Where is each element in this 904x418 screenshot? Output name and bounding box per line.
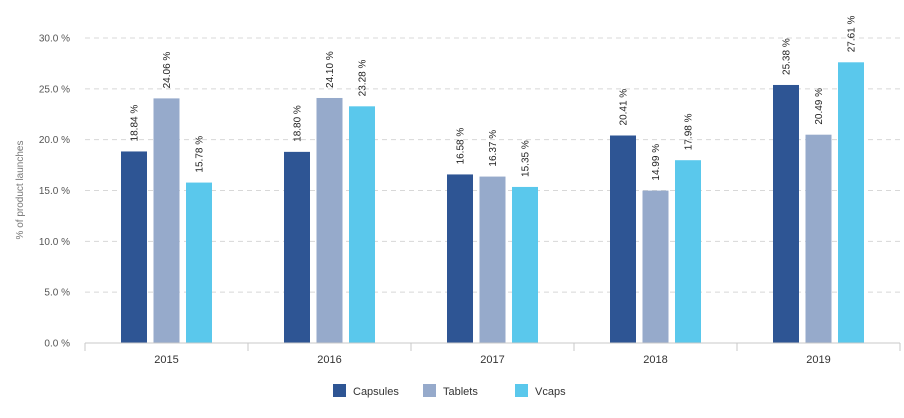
data-label: 16.37 % bbox=[488, 130, 499, 167]
bar-vcaps-2017[interactable] bbox=[512, 186, 538, 343]
bar-capsules-2015[interactable] bbox=[121, 151, 147, 343]
legend-swatch bbox=[423, 384, 436, 397]
bar-tablets-2016[interactable] bbox=[316, 97, 343, 343]
bar-capsules-2019[interactable] bbox=[773, 84, 799, 343]
x-category-label: 2018 bbox=[643, 354, 667, 366]
x-category-label: 2017 bbox=[480, 354, 504, 366]
data-label: 24.10 % bbox=[325, 51, 336, 88]
data-label: 25.38 % bbox=[782, 38, 793, 75]
bar-capsules-2016[interactable] bbox=[284, 151, 310, 343]
data-label: 18.80 % bbox=[293, 105, 304, 142]
bar-vcaps-2019[interactable] bbox=[838, 62, 864, 343]
legend-item-capsules[interactable]: Capsules bbox=[333, 384, 399, 398]
legend-label: Vcaps bbox=[535, 386, 566, 398]
bars bbox=[121, 62, 864, 343]
bar-tablets-2015[interactable] bbox=[153, 98, 180, 343]
bar-tablets-2019[interactable] bbox=[805, 134, 832, 343]
y-axis: 0.0 % 5.0 % 10.0 % 15.0 % 20.0 % 25.0 % 30.0 % bbox=[39, 34, 70, 350]
bar-capsules-2017[interactable] bbox=[447, 174, 473, 343]
data-label: 16.58 % bbox=[456, 128, 467, 165]
data-label: 27.61 % bbox=[847, 15, 858, 52]
y-tick-label: 5.0 % bbox=[44, 288, 70, 299]
bar-capsules-2018[interactable] bbox=[610, 135, 636, 343]
x-axis: 2015 2016 2017 2018 2019 bbox=[84, 342, 901, 366]
legend-item-vcaps[interactable]: Vcaps bbox=[515, 384, 566, 398]
data-label: 15.78 % bbox=[195, 136, 206, 173]
y-tick-label: 25.0 % bbox=[39, 84, 70, 95]
x-category-label: 2019 bbox=[806, 354, 830, 366]
y-tick-label: 0.0 % bbox=[44, 339, 70, 350]
bar-tablets-2017[interactable] bbox=[479, 176, 506, 343]
data-label: 20.41 % bbox=[619, 89, 630, 126]
data-label: 17.98 % bbox=[684, 113, 695, 150]
data-label: 20.49 % bbox=[814, 88, 825, 125]
legend-label: Capsules bbox=[353, 386, 399, 398]
bar-tablets-2018[interactable] bbox=[642, 190, 669, 343]
x-category-label: 2015 bbox=[154, 354, 178, 366]
y-tick-label: 15.0 % bbox=[39, 186, 70, 197]
y-axis-title: % of product launches bbox=[15, 141, 26, 240]
legend-swatch bbox=[333, 384, 346, 397]
data-label: 14.99 % bbox=[651, 144, 662, 181]
y-tick-label: 20.0 % bbox=[39, 135, 70, 146]
legend: Capsules Tablets Vcaps bbox=[333, 384, 566, 398]
data-label: 15.35 % bbox=[521, 140, 532, 177]
data-label: 23.28 % bbox=[358, 60, 369, 97]
y-tick-label: 10.0 % bbox=[39, 237, 70, 248]
bar-vcaps-2016[interactable] bbox=[349, 106, 375, 343]
bar-vcaps-2015[interactable] bbox=[186, 182, 212, 343]
y-tick-label: 30.0 % bbox=[39, 34, 70, 45]
data-labels: 18.84 % 24.06 % 15.78 % 18.80 % 24.10 % 23.28… bbox=[130, 15, 858, 180]
bar-vcaps-2018[interactable] bbox=[675, 160, 701, 343]
legend-item-tablets[interactable]: Tablets bbox=[423, 384, 478, 398]
x-category-label: 2016 bbox=[317, 354, 341, 366]
legend-swatch bbox=[515, 384, 528, 397]
data-label: 24.06 % bbox=[162, 52, 173, 89]
legend-label: Tablets bbox=[443, 386, 478, 398]
data-label: 18.84 % bbox=[130, 105, 141, 142]
